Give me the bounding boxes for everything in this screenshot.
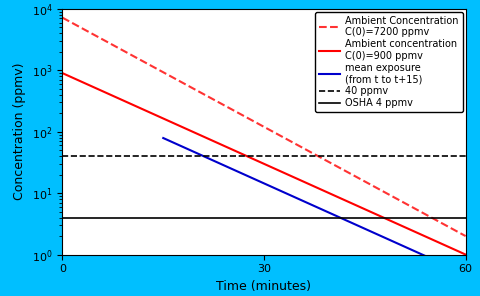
Ambient concentration
C(0)=900 ppmv <box>255 160 261 163</box>
mean exposure
(from t to t+15) <box>288 194 294 197</box>
Ambient concentration
C(0)=900 ppmv <box>377 214 383 218</box>
Ambient concentration
C(0)=900 ppmv <box>60 71 65 75</box>
Ambient Concentration
C(0)=7200 ppmv <box>451 228 456 231</box>
OSHA 4 ppmv <box>60 216 65 219</box>
Line: Ambient Concentration
C(0)=7200 ppmv: Ambient Concentration C(0)=7200 ppmv <box>62 18 466 236</box>
40 ppmv <box>60 155 65 158</box>
Y-axis label: Concentration (ppmv): Concentration (ppmv) <box>13 63 26 200</box>
Line: Ambient concentration
C(0)=900 ppmv: Ambient concentration C(0)=900 ppmv <box>62 73 466 255</box>
Ambient concentration
C(0)=900 ppmv <box>451 247 456 251</box>
Ambient Concentration
C(0)=7200 ppmv <box>377 188 383 192</box>
Ambient Concentration
C(0)=7200 ppmv <box>80 27 86 30</box>
Ambient concentration
C(0)=900 ppmv <box>80 81 86 84</box>
Line: mean exposure
(from t to t+15): mean exposure (from t to t+15) <box>163 138 466 274</box>
mean exposure
(from t to t+15) <box>184 147 190 150</box>
OSHA 4 ppmv <box>66 216 72 219</box>
X-axis label: Time (minutes): Time (minutes) <box>216 280 312 293</box>
mean exposure
(from t to t+15) <box>160 136 166 140</box>
Ambient Concentration
C(0)=7200 ppmv <box>255 122 261 126</box>
Ambient Concentration
C(0)=7200 ppmv <box>245 116 251 120</box>
mean exposure
(from t to t+15) <box>463 272 468 276</box>
mean exposure
(from t to t+15) <box>196 152 202 156</box>
Ambient Concentration
C(0)=7200 ppmv <box>60 16 65 20</box>
mean exposure
(from t to t+15) <box>300 199 306 203</box>
Ambient concentration
C(0)=900 ppmv <box>245 155 251 158</box>
Ambient concentration
C(0)=900 ppmv <box>451 247 457 251</box>
mean exposure
(from t to t+15) <box>295 197 300 200</box>
40 ppmv <box>66 155 72 158</box>
Ambient Concentration
C(0)=7200 ppmv <box>451 228 457 231</box>
Legend: Ambient Concentration
C(0)=7200 ppmv, Ambient concentration
C(0)=900 ppmv, mean : Ambient Concentration C(0)=7200 ppmv, Am… <box>315 12 463 112</box>
Ambient concentration
C(0)=900 ppmv <box>463 253 468 256</box>
mean exposure
(from t to t+15) <box>333 214 338 217</box>
Ambient Concentration
C(0)=7200 ppmv <box>463 234 468 238</box>
